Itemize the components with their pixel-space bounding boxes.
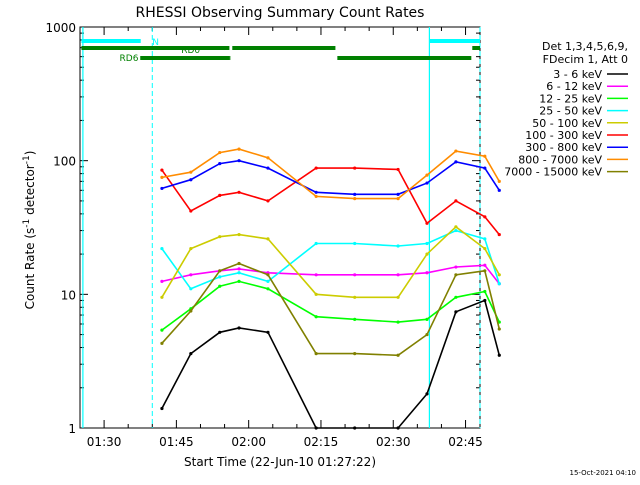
series-line (161, 280, 501, 331)
status-label-rd0: RD0 (181, 46, 200, 56)
status-bars: N RD0 RD6 (81, 27, 481, 428)
x-tick-label: 02:45 (448, 435, 483, 449)
y-axis-label-exp1: -1 (22, 219, 32, 228)
y-axis-label-main: Count Rate (s (23, 228, 37, 310)
axes: 1 10 100 1000 01:30 01:45 02:00 02:15 02:30 02:45 (45, 21, 482, 449)
x-tick-label: 02:00 (231, 435, 266, 449)
legend-label: 50 - 100 keV (532, 117, 602, 130)
legend-label: 6 - 12 keV (546, 80, 602, 93)
legend-label: 7000 - 15000 keV (504, 166, 602, 179)
legend-label: 12 - 25 keV (539, 92, 602, 105)
series-4 (160, 225, 501, 299)
legend-label: 3 - 6 keV (553, 68, 602, 81)
y-axis-label-exp2: -1 (22, 155, 32, 164)
series-2 (160, 279, 501, 332)
series-line (161, 264, 500, 285)
y-tick-label: 10 (61, 288, 76, 302)
series-line (161, 299, 501, 429)
x-tick-label: 01:45 (159, 435, 194, 449)
y-tick-label: 1 (68, 422, 76, 436)
series-layer (160, 147, 501, 430)
series-line (161, 148, 500, 200)
legend-header-line-1: Det 1,3,4,5,6,9, (542, 40, 628, 53)
series-line (161, 262, 501, 357)
series-line (161, 229, 501, 290)
footer-date: 15-Oct-2021 04:10 (570, 469, 636, 477)
status-label-rd6: RD6 (120, 54, 139, 64)
series-5 (160, 166, 501, 237)
x-axis-label: Start Time (22-Jun-10 01:27:22) (184, 455, 376, 469)
chart-title: RHESSI Observing Summary Count Rates (136, 5, 425, 21)
series-6 (160, 159, 501, 196)
y-axis-label-end: ) (23, 151, 37, 156)
legend-label: 25 - 50 keV (539, 105, 602, 118)
legend: Det 1,3,4,5,6,9, FDecim 1, Att 0 3 - 6 k… (504, 40, 628, 179)
x-tick-label: 01:30 (87, 435, 122, 449)
series-7 (160, 147, 501, 201)
legend-label: 100 - 300 keV (525, 129, 602, 142)
y-tick-label: 100 (53, 155, 76, 169)
y-axis-label-mid: detector (23, 164, 37, 219)
status-label-n: N (152, 38, 159, 48)
legend-header-line-2: FDecim 1, Att 0 (543, 53, 628, 66)
y-axis-label: Count Rate (s-1 detector-1) (22, 151, 37, 310)
x-tick-label: 02:15 (304, 435, 339, 449)
y-tick-label: 1000 (45, 21, 76, 35)
series-8 (160, 261, 501, 357)
series-line (161, 167, 500, 236)
series-line (161, 159, 500, 196)
legend-label: 800 - 7000 keV (518, 153, 602, 166)
series-0 (160, 298, 501, 430)
x-tick-label: 02:30 (376, 435, 411, 449)
legend-label: 300 - 800 keV (525, 141, 602, 154)
series-line (161, 225, 500, 299)
series-3 (160, 228, 501, 291)
plot-frame (79, 26, 481, 429)
